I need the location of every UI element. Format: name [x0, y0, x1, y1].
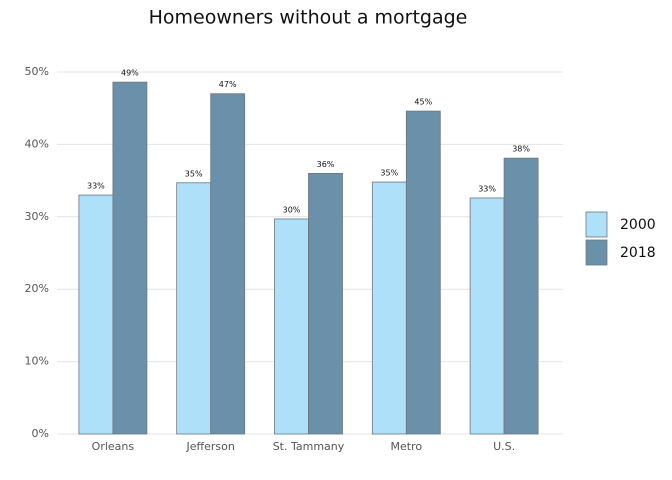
value-label: 47% [219, 80, 237, 89]
legend-label: 2000 [620, 217, 656, 233]
chart-title: Homeowners without a mortgage [149, 7, 468, 29]
legend-swatch [585, 211, 608, 238]
bar [274, 218, 309, 435]
y-tick-label: 30% [25, 210, 49, 223]
y-tick-label: 50% [25, 65, 49, 78]
x-tick-label: Jefferson [186, 440, 235, 453]
y-tick-label: 0% [32, 427, 49, 440]
bar [308, 172, 343, 435]
x-tick-label: St. Tammany [273, 440, 345, 453]
value-label: 35% [380, 169, 398, 178]
bar [112, 81, 148, 435]
bar [176, 182, 212, 435]
bar [210, 93, 246, 435]
x-tick-label: Orleans [92, 440, 135, 453]
value-label: 36% [317, 160, 335, 169]
bar [405, 110, 441, 435]
value-label: 49% [121, 69, 139, 78]
value-label: 35% [185, 169, 203, 178]
value-label: 30% [283, 205, 301, 214]
legend-label: 2018 [620, 245, 656, 261]
x-tick-label: U.S. [493, 440, 515, 453]
bar [371, 181, 407, 435]
legend-swatch [585, 239, 608, 266]
y-tick-label: 10% [25, 355, 49, 368]
bar [503, 157, 539, 435]
y-tick-label: 20% [25, 282, 49, 295]
value-label: 45% [414, 98, 432, 107]
value-label: 38% [512, 145, 530, 154]
x-tick-label: Metro [391, 440, 423, 453]
bar [78, 194, 114, 435]
value-label: 33% [478, 184, 496, 193]
bar [469, 197, 505, 435]
y-tick-label: 40% [25, 137, 49, 150]
value-label: 33% [87, 182, 105, 191]
